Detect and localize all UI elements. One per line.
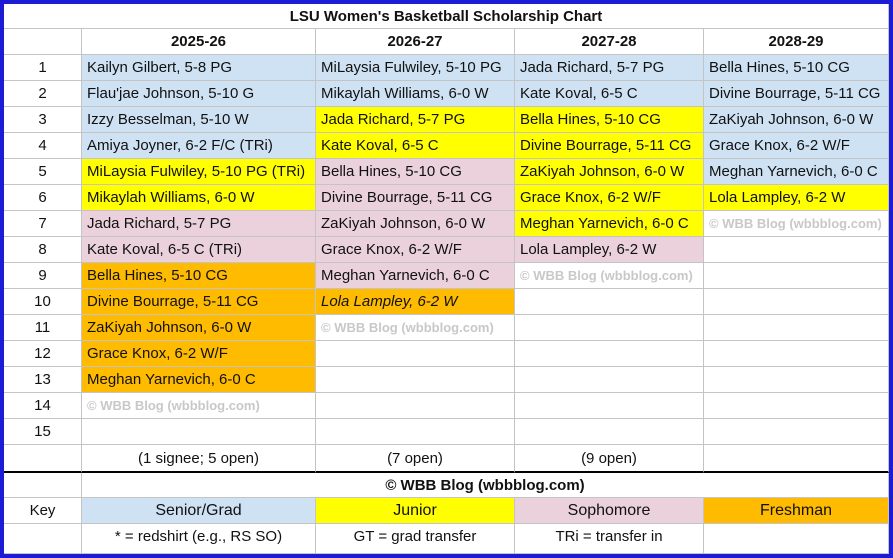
cell bbox=[704, 393, 889, 419]
footnote: * = redshirt (e.g., RS SO) bbox=[82, 524, 316, 554]
player-cell: Divine Bourrage, 5-11 CG bbox=[82, 289, 316, 315]
cell bbox=[4, 445, 82, 473]
player-cell: Meghan Yarnevich, 6-0 C bbox=[316, 263, 515, 289]
player-cell: MiLaysia Fulwiley, 5-10 PG bbox=[316, 55, 515, 81]
cell bbox=[82, 419, 316, 445]
player-cell: Amiya Joyner, 6-2 F/C (TRi) bbox=[82, 133, 316, 159]
column-header: 2026-27 bbox=[316, 29, 515, 55]
player-cell: Meghan Yarnevich, 6-0 C bbox=[515, 211, 704, 237]
cell bbox=[704, 237, 889, 263]
player-cell: Flau'jae Johnson, 5-10 G bbox=[82, 81, 316, 107]
player-cell: Lola Lampley, 6-2 W bbox=[515, 237, 704, 263]
player-cell: Grace Knox, 6-2 W/F bbox=[316, 237, 515, 263]
footnote: TRi = transfer in bbox=[515, 524, 704, 554]
cell bbox=[4, 473, 82, 498]
player-cell: Jada Richard, 5-7 PG bbox=[515, 55, 704, 81]
cell bbox=[316, 393, 515, 419]
player-cell: Lola Lampley, 6-2 W bbox=[316, 289, 515, 315]
player-cell: Kate Koval, 6-5 C bbox=[316, 133, 515, 159]
player-cell: ZaKiyah Johnson, 6-0 W bbox=[515, 159, 704, 185]
cell bbox=[515, 419, 704, 445]
cell bbox=[515, 289, 704, 315]
cell bbox=[704, 341, 889, 367]
chart-title: LSU Women's Basketball Scholarship Chart bbox=[4, 4, 889, 29]
column-header: 2028-29 bbox=[704, 29, 889, 55]
row-number: 15 bbox=[4, 419, 82, 445]
cell bbox=[515, 341, 704, 367]
footnote: GT = grad transfer bbox=[316, 524, 515, 554]
column-header: 2027-28 bbox=[515, 29, 704, 55]
key-item: Sophomore bbox=[515, 498, 704, 524]
row-number: 11 bbox=[4, 315, 82, 341]
cell bbox=[515, 315, 704, 341]
watermark: © WBB Blog (wbbblog.com) bbox=[515, 263, 704, 289]
cell bbox=[316, 341, 515, 367]
player-cell: ZaKiyah Johnson, 6-0 W bbox=[704, 107, 889, 133]
cell bbox=[704, 315, 889, 341]
open-note: (1 signee; 5 open) bbox=[82, 445, 316, 473]
row-number: 1 bbox=[4, 55, 82, 81]
player-cell: Divine Bourrage, 5-11 CG bbox=[515, 133, 704, 159]
watermark: © WBB Blog (wbbblog.com) bbox=[82, 393, 316, 419]
player-cell: Lola Lampley, 6-2 W bbox=[704, 185, 889, 211]
player-cell: Kailyn Gilbert, 5-8 PG bbox=[82, 55, 316, 81]
row-number: 4 bbox=[4, 133, 82, 159]
cell bbox=[316, 419, 515, 445]
row-number: 5 bbox=[4, 159, 82, 185]
player-cell: Kate Koval, 6-5 C (TRi) bbox=[82, 237, 316, 263]
row-number: 2 bbox=[4, 81, 82, 107]
cell bbox=[4, 29, 82, 55]
player-cell: Bella Hines, 5-10 CG bbox=[82, 263, 316, 289]
player-cell: Mikaylah Williams, 6-0 W bbox=[82, 185, 316, 211]
player-cell: Meghan Yarnevich, 6-0 C bbox=[704, 159, 889, 185]
row-number: 14 bbox=[4, 393, 82, 419]
row-number: 7 bbox=[4, 211, 82, 237]
key-item: Freshman bbox=[704, 498, 889, 524]
cell bbox=[515, 393, 704, 419]
player-cell: Izzy Besselman, 5-10 W bbox=[82, 107, 316, 133]
cell bbox=[704, 367, 889, 393]
player-cell: Jada Richard, 5-7 PG bbox=[316, 107, 515, 133]
player-cell: Grace Knox, 6-2 W/F bbox=[82, 341, 316, 367]
player-cell: ZaKiyah Johnson, 6-0 W bbox=[316, 211, 515, 237]
row-number: 9 bbox=[4, 263, 82, 289]
player-cell: Jada Richard, 5-7 PG bbox=[82, 211, 316, 237]
cell bbox=[704, 263, 889, 289]
open-note: (7 open) bbox=[316, 445, 515, 473]
player-cell: Bella Hines, 5-10 CG bbox=[515, 107, 704, 133]
open-note: (9 open) bbox=[515, 445, 704, 473]
player-cell: MiLaysia Fulwiley, 5-10 PG (TRi) bbox=[82, 159, 316, 185]
player-cell: Grace Knox, 6-2 W/F bbox=[515, 185, 704, 211]
cell bbox=[704, 289, 889, 315]
cell bbox=[704, 419, 889, 445]
row-number: 10 bbox=[4, 289, 82, 315]
player-cell: ZaKiyah Johnson, 6-0 W bbox=[82, 315, 316, 341]
cell bbox=[4, 524, 82, 554]
player-cell: Kate Koval, 6-5 C bbox=[515, 81, 704, 107]
player-cell: Divine Bourrage, 5-11 CG bbox=[316, 185, 515, 211]
watermark: © WBB Blog (wbbblog.com) bbox=[316, 315, 515, 341]
player-cell: Bella Hines, 5-10 CG bbox=[704, 55, 889, 81]
column-header: 2025-26 bbox=[82, 29, 316, 55]
player-cell: Meghan Yarnevich, 6-0 C bbox=[82, 367, 316, 393]
key-item: Junior bbox=[316, 498, 515, 524]
cell bbox=[316, 367, 515, 393]
player-cell: Grace Knox, 6-2 W/F bbox=[704, 133, 889, 159]
row-number: 8 bbox=[4, 237, 82, 263]
player-cell: Divine Bourrage, 5-11 CG bbox=[704, 81, 889, 107]
watermark: © WBB Blog (wbbblog.com) bbox=[704, 211, 889, 237]
cell bbox=[704, 524, 889, 554]
cell bbox=[704, 445, 889, 473]
copyright: © WBB Blog (wbbblog.com) bbox=[82, 473, 889, 498]
key-item: Senior/Grad bbox=[82, 498, 316, 524]
row-number: 6 bbox=[4, 185, 82, 211]
key-label: Key bbox=[4, 498, 82, 524]
row-number: 3 bbox=[4, 107, 82, 133]
player-cell: Mikaylah Williams, 6-0 W bbox=[316, 81, 515, 107]
player-cell: Bella Hines, 5-10 CG bbox=[316, 159, 515, 185]
row-number: 12 bbox=[4, 341, 82, 367]
cell bbox=[515, 367, 704, 393]
row-number: 13 bbox=[4, 367, 82, 393]
